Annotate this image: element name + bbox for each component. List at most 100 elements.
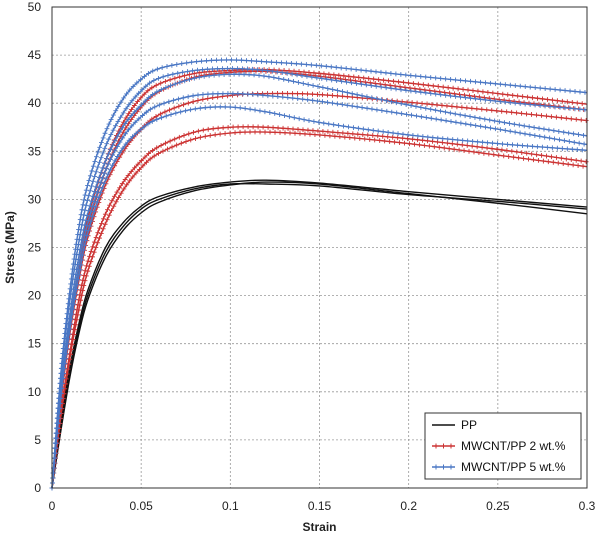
plus-marker (162, 109, 168, 115)
plus-marker (281, 76, 287, 82)
plus-marker (450, 137, 456, 142)
plus-marker (367, 137, 373, 142)
plus-marker (168, 83, 173, 89)
plus-marker (326, 121, 332, 127)
plus-marker (578, 158, 584, 164)
plus-marker (417, 86, 423, 92)
plus-marker (364, 94, 370, 100)
plus-marker (353, 67, 359, 72)
x-axis-title: Strain (302, 520, 336, 534)
plus-marker (550, 97, 555, 103)
plus-marker (118, 190, 124, 196)
plus-marker (56, 415, 62, 421)
plus-marker (331, 122, 337, 128)
plus-marker (136, 90, 142, 96)
plus-marker (68, 321, 74, 327)
plus-marker (581, 141, 587, 147)
plus-marker (119, 150, 125, 156)
plus-marker (358, 67, 364, 73)
plus-marker (320, 85, 326, 90)
plus-marker (339, 102, 345, 107)
plus-marker (64, 346, 70, 352)
plus-marker (172, 75, 178, 81)
plus-marker (84, 233, 90, 239)
plus-marker (190, 99, 196, 105)
plus-marker (546, 127, 552, 133)
plus-marker (134, 80, 140, 86)
plus-marker (125, 117, 131, 122)
plus-marker (98, 190, 104, 196)
plus-marker (143, 83, 149, 89)
legend-marker (433, 443, 439, 449)
plus-marker (172, 136, 178, 142)
plus-marker (333, 64, 339, 70)
plus-marker (450, 85, 456, 91)
plus-marker (151, 153, 157, 159)
plus-marker (117, 154, 123, 160)
plus-marker (310, 128, 316, 133)
legend-items: PP MWCNT/PP 2 wt.% MWCNT/PP 5 wt.% (432, 418, 566, 474)
plus-marker (460, 138, 466, 143)
plus-marker (502, 128, 508, 133)
plus-marker (90, 214, 96, 219)
plus-marker (337, 134, 343, 140)
plus-marker (478, 79, 483, 85)
plus-marker (103, 166, 109, 172)
plus-marker (182, 73, 187, 79)
plus-marker (112, 148, 118, 154)
plus-marker (235, 91, 241, 97)
plus-marker (237, 129, 243, 135)
plus-marker (242, 129, 248, 135)
plus-marker (448, 93, 454, 99)
plus-marker (368, 83, 374, 88)
plus-marker (504, 148, 510, 153)
plus-marker (61, 366, 67, 372)
plus-marker (449, 141, 455, 147)
x-tick-label: 0.05 (129, 499, 153, 513)
plus-marker (205, 126, 211, 132)
plus-marker (186, 72, 192, 77)
plus-marker (272, 111, 278, 116)
plus-marker (195, 67, 200, 73)
plus-marker (178, 140, 184, 146)
plus-marker (91, 209, 97, 215)
plus-marker (72, 297, 78, 302)
plus-marker (151, 78, 157, 83)
plus-marker (444, 103, 450, 109)
plus-marker (133, 170, 139, 176)
plus-marker (455, 86, 461, 92)
plus-marker (376, 77, 382, 83)
plot-area-frame (51, 6, 588, 489)
plus-marker (126, 102, 132, 108)
plus-marker (389, 99, 394, 105)
plus-marker (120, 110, 126, 116)
y-tick-label: 5 (34, 433, 41, 447)
plus-marker (311, 70, 317, 76)
plus-marker (425, 134, 431, 140)
plus-marker (181, 102, 186, 108)
plus-marker (129, 98, 135, 104)
plus-marker (426, 143, 432, 149)
plus-marker (174, 142, 180, 148)
plus-marker (415, 133, 421, 139)
plus-marker (235, 124, 241, 130)
plus-marker (255, 92, 261, 98)
plus-marker (132, 119, 138, 125)
plus-marker (557, 137, 562, 143)
plus-marker (350, 131, 356, 137)
plus-marker (136, 116, 142, 122)
plus-marker (573, 116, 579, 122)
plus-marker (161, 100, 167, 106)
plus-marker (522, 84, 528, 90)
plus-marker (279, 70, 285, 76)
plus-marker (291, 68, 297, 74)
plus-marker (305, 127, 311, 133)
plus-marker (580, 163, 586, 169)
plus-marker (554, 98, 560, 104)
plus-marker (418, 74, 424, 79)
plus-marker (532, 102, 538, 108)
plus-marker (261, 73, 267, 79)
plus-marker (128, 113, 134, 118)
plus-marker (296, 116, 302, 122)
plus-marker (135, 99, 140, 104)
